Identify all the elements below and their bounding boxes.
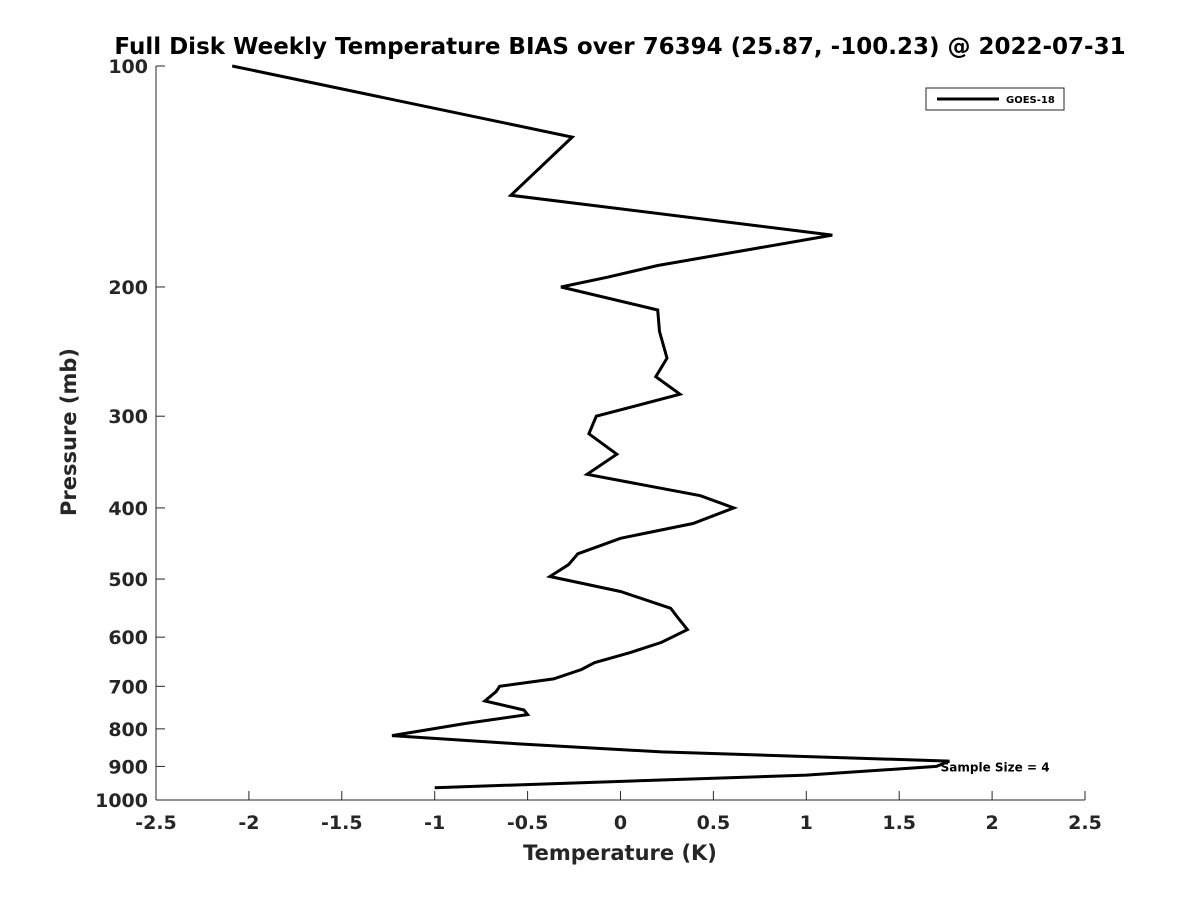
x-tick-label: -1.5	[321, 812, 363, 834]
x-tick-label: 0	[614, 812, 627, 834]
annotations: Sample Size = 4	[941, 760, 1050, 774]
y-axis-label: Pressure (mb)	[57, 348, 81, 516]
x-tick-label: 0.5	[697, 812, 731, 834]
x-tick-label: -0.5	[507, 812, 549, 834]
y-tick-label: 700	[108, 676, 148, 698]
sample-size-annotation: Sample Size = 4	[941, 760, 1050, 774]
y-tick-label: 200	[108, 277, 148, 299]
legend-label: GOES-18	[1006, 95, 1055, 106]
x-tick-label: -2	[238, 812, 259, 834]
x-tick-label: 1	[800, 812, 813, 834]
x-tick-label: 2.5	[1068, 812, 1102, 834]
y-tick-label: 300	[108, 406, 148, 428]
x-tick-label: -2.5	[135, 812, 177, 834]
y-tick-label: 900	[108, 756, 148, 778]
chart-title: Full Disk Weekly Temperature BIAS over 7…	[114, 34, 1125, 60]
series-layer	[231, 64, 950, 790]
plot-area	[155, 66, 1085, 801]
y-tick-label: 800	[108, 719, 148, 741]
x-tick-label: 1.5	[882, 812, 916, 834]
legend: GOES-18	[925, 87, 1065, 111]
y-tick-label: 400	[108, 498, 148, 520]
y-tick-label: 600	[108, 627, 148, 649]
y-tick-label: 100	[108, 56, 148, 78]
x-axis-label: Temperature (K)	[523, 841, 717, 865]
x-tick-label: 2	[985, 812, 998, 834]
x-tick-label: -1	[424, 812, 445, 834]
y-tick-label: 500	[108, 569, 148, 591]
x-axis: -2.5 -2 -1.5 -1 -0.5 0 0.5 1 1.5 2 2.5	[135, 791, 1102, 834]
series-line-goes-18	[231, 64, 950, 790]
y-axis: 100 200 300 400 500 600 700 800 900 1000	[95, 56, 165, 812]
y-tick-label: 1000	[95, 790, 148, 812]
